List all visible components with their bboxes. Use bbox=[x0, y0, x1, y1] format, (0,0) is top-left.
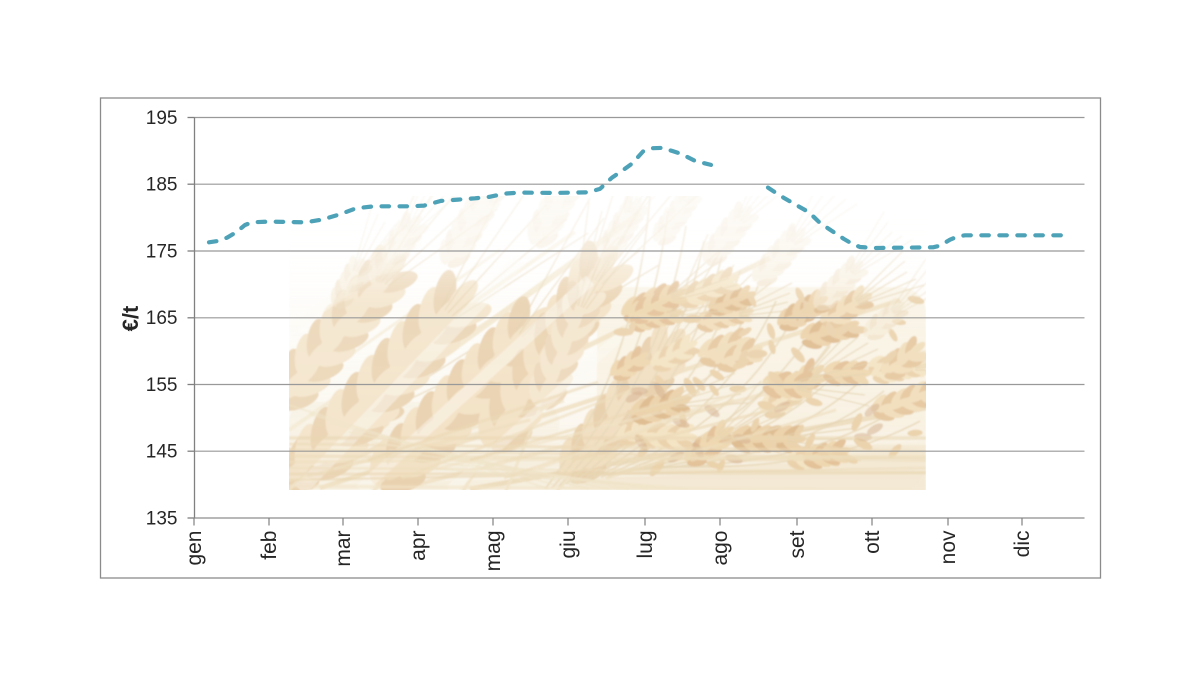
svg-text:gen: gen bbox=[183, 531, 206, 566]
svg-text:ago: ago bbox=[709, 531, 732, 566]
svg-text:155: 155 bbox=[146, 375, 178, 396]
svg-text:lug: lug bbox=[634, 531, 657, 559]
svg-text:set: set bbox=[786, 530, 809, 558]
svg-text:195: 195 bbox=[146, 108, 178, 129]
svg-text:135: 135 bbox=[146, 508, 178, 529]
svg-text:nov: nov bbox=[937, 530, 960, 564]
svg-text:giu: giu bbox=[557, 531, 580, 559]
svg-text:feb: feb bbox=[258, 531, 281, 560]
svg-text:€/t: €/t bbox=[118, 305, 143, 331]
svg-text:dic: dic bbox=[1011, 531, 1034, 558]
svg-text:165: 165 bbox=[146, 308, 178, 329]
svg-text:mag: mag bbox=[482, 531, 505, 572]
svg-text:175: 175 bbox=[146, 241, 178, 262]
svg-text:apr: apr bbox=[407, 531, 430, 561]
svg-text:145: 145 bbox=[146, 442, 178, 463]
svg-text:ott: ott bbox=[861, 530, 884, 554]
svg-text:185: 185 bbox=[146, 175, 178, 196]
svg-text:mar: mar bbox=[332, 530, 355, 566]
